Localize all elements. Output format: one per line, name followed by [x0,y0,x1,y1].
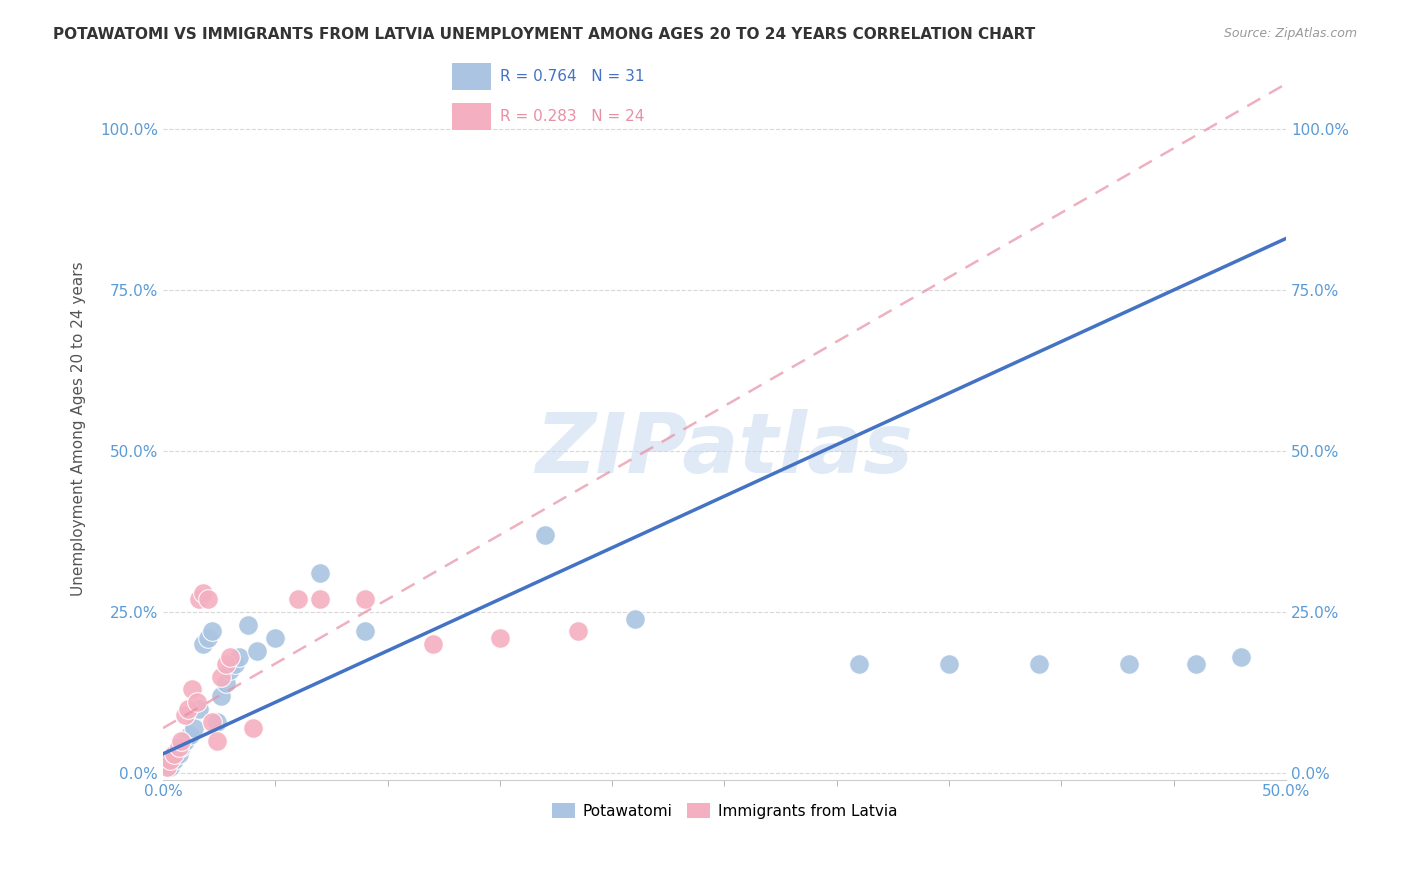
Point [197,631,219,645]
Point [201,624,224,639]
Point [246,644,269,658]
Point [167,740,190,755]
Point [238,618,260,632]
Point [170,734,193,748]
Text: ZIPatlas: ZIPatlas [536,409,914,490]
Text: R = 0.764   N = 31: R = 0.764 N = 31 [501,69,645,84]
Point [209,689,232,703]
Point [489,631,512,645]
Point [179,727,201,741]
FancyBboxPatch shape [451,103,491,130]
Point [1028,657,1050,671]
Point [219,663,242,677]
Point [242,721,264,735]
Point [159,760,181,774]
Point [167,747,190,761]
Point [187,702,209,716]
Point [422,637,444,651]
Point [1230,650,1253,665]
Point [533,528,555,542]
Point [205,714,228,729]
Point [176,702,198,716]
Y-axis label: Unemployment Among Ages 20 to 24 years: Unemployment Among Ages 20 to 24 years [72,261,86,596]
Point [228,650,250,665]
Text: Source: ZipAtlas.com: Source: ZipAtlas.com [1223,27,1357,40]
Point [224,657,246,671]
Point [264,631,287,645]
Point [567,624,589,639]
Point [1185,657,1208,671]
Point [174,734,197,748]
Point [163,753,186,767]
Point [181,682,204,697]
Point [354,592,377,607]
Point [193,637,215,651]
Point [938,657,960,671]
Point [209,669,232,683]
Point [197,592,219,607]
Point [183,721,205,735]
Point [215,676,238,690]
Point [170,740,193,755]
Point [186,695,208,709]
Point [354,624,377,639]
Point [205,734,228,748]
Point [1118,657,1140,671]
Point [287,592,309,607]
Point [623,611,645,625]
FancyBboxPatch shape [451,62,491,90]
Point [156,760,179,774]
Legend: Potawatomi, Immigrants from Latvia: Potawatomi, Immigrants from Latvia [546,797,904,824]
Point [163,747,186,761]
Point [174,708,197,723]
Point [309,566,332,581]
Point [159,753,181,767]
Point [309,592,332,607]
Point [201,714,224,729]
Text: POTAWATOMI VS IMMIGRANTS FROM LATVIA UNEMPLOYMENT AMONG AGES 20 TO 24 YEARS CORR: POTAWATOMI VS IMMIGRANTS FROM LATVIA UNE… [53,27,1036,42]
Text: R = 0.283   N = 24: R = 0.283 N = 24 [501,109,645,124]
Point [193,586,215,600]
Point [215,657,238,671]
Point [219,650,242,665]
Point [848,657,870,671]
Point [187,592,209,607]
